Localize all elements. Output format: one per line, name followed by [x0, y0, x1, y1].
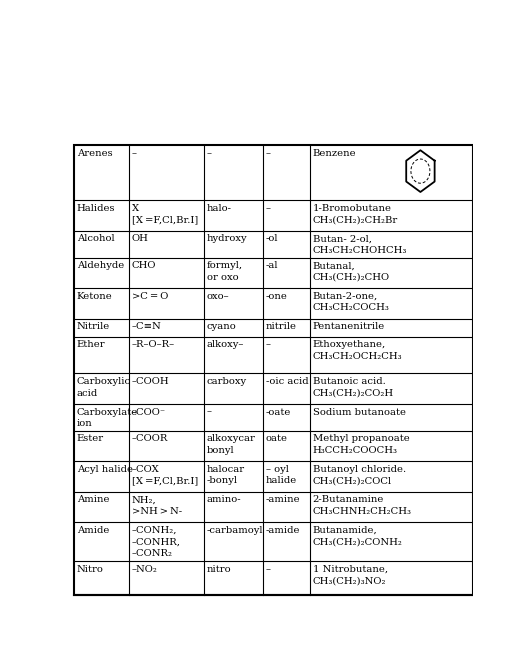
Text: –COOR: –COOR [132, 434, 168, 444]
Text: -oic acid: -oic acid [266, 377, 308, 386]
Text: Butan-2-one,
CH₃CH₂COCH₃: Butan-2-one, CH₃CH₂COCH₃ [312, 292, 390, 312]
Text: CHO: CHO [132, 261, 156, 270]
Text: carboxy: carboxy [207, 377, 247, 386]
Text: –NO₂: –NO₂ [132, 565, 158, 574]
Text: Pentanenitrile: Pentanenitrile [312, 322, 385, 331]
Text: 2-Butanamine
CH₃CHNH₂CH₂CH₃: 2-Butanamine CH₃CHNH₂CH₂CH₃ [312, 495, 412, 516]
Text: –: – [266, 204, 271, 213]
Text: -one: -one [266, 292, 288, 300]
Text: -al: -al [266, 261, 278, 270]
Text: alkoxycar
bonyl: alkoxycar bonyl [207, 434, 256, 455]
Text: –CONH₂,
–CONHR,
–CONR₂: –CONH₂, –CONHR, –CONR₂ [132, 526, 181, 558]
Text: halocar
-bonyl: halocar -bonyl [207, 465, 245, 485]
Text: Nitro: Nitro [77, 565, 103, 574]
Text: Ethoxyethane,
CH₃CH₂OCH₂CH₃: Ethoxyethane, CH₃CH₂OCH₂CH₃ [312, 341, 402, 361]
Text: alkoxy–: alkoxy– [207, 341, 244, 349]
Text: Aldehyde: Aldehyde [77, 261, 124, 270]
Text: -ol: -ol [266, 235, 278, 243]
Text: –: – [266, 341, 271, 349]
Text: -amine: -amine [266, 495, 300, 505]
Text: –: – [207, 408, 212, 417]
Text: –: – [266, 565, 271, 574]
Text: -carbamoyl: -carbamoyl [207, 526, 264, 535]
Text: Amide: Amide [77, 526, 109, 546]
Text: nitro: nitro [207, 565, 232, 574]
Text: OH: OH [132, 235, 149, 243]
Text: -amide: -amide [266, 526, 300, 535]
Text: Halides: Halides [77, 204, 115, 213]
Text: Ester: Ester [77, 434, 104, 444]
Text: –: – [266, 149, 271, 158]
Text: –COO⁻: –COO⁻ [132, 408, 166, 417]
Text: – oyl
halide: – oyl halide [266, 465, 297, 485]
Text: –R–O–R–: –R–O–R– [132, 341, 175, 349]
Text: Ether: Ether [77, 341, 105, 349]
Text: >C = O: >C = O [132, 292, 168, 300]
Text: 1-Bromobutane
CH₃(CH₂)₂CH₂Br: 1-Bromobutane CH₃(CH₂)₂CH₂Br [312, 204, 398, 224]
Text: –: – [207, 149, 212, 158]
Text: Methyl propanoate
H₃CCH₂COOCH₃: Methyl propanoate H₃CCH₂COOCH₃ [312, 434, 410, 455]
Text: X
[X =F,Cl,Br.I]: X [X =F,Cl,Br.I] [132, 204, 198, 224]
Text: –COOH: –COOH [132, 377, 169, 386]
Text: oxo–: oxo– [207, 292, 229, 300]
Text: cyano: cyano [207, 322, 237, 331]
Text: Butanal,
CH₃(CH₂)₂CHO: Butanal, CH₃(CH₂)₂CHO [312, 261, 390, 282]
Text: Butan- 2-ol,
CH₃CH₂CHOHCH₃: Butan- 2-ol, CH₃CH₂CHOHCH₃ [312, 235, 407, 255]
Text: Nitrile: Nitrile [77, 322, 110, 331]
Text: 1 Nitrobutane,
CH₃(CH₂)₃NO₂: 1 Nitrobutane, CH₃(CH₂)₃NO₂ [312, 565, 388, 585]
Text: Ketone: Ketone [77, 292, 112, 300]
Text: Carboxylate
ion: Carboxylate ion [77, 408, 138, 428]
Text: Acyl halide: Acyl halide [77, 465, 133, 474]
Text: Benzene: Benzene [312, 149, 356, 158]
Text: Alcohol: Alcohol [77, 235, 114, 243]
Text: Butanoic acid.
CH₃(CH₂)₂CO₂H: Butanoic acid. CH₃(CH₂)₂CO₂H [312, 377, 394, 398]
Text: Sodium butanoate: Sodium butanoate [312, 408, 406, 417]
Text: NH₂,
>NH > N-: NH₂, >NH > N- [132, 495, 182, 516]
Text: oate: oate [266, 434, 288, 444]
Text: –: – [132, 149, 136, 158]
Bar [74, 145, 472, 595]
Text: Carboxylic
acid: Carboxylic acid [77, 377, 131, 398]
Text: –COX
[X =F,Cl,Br.I]: –COX [X =F,Cl,Br.I] [132, 465, 198, 485]
Text: -oate: -oate [266, 408, 291, 417]
Text: halo-: halo- [207, 204, 232, 213]
Text: Butanoyl chloride.
CH₃(CH₂)₂COCl: Butanoyl chloride. CH₃(CH₂)₂COCl [312, 465, 406, 485]
Text: nitrile: nitrile [266, 322, 297, 331]
Text: –C≡N: –C≡N [132, 322, 161, 331]
Text: amino-: amino- [207, 495, 242, 505]
Text: hydroxy: hydroxy [207, 235, 247, 243]
Text: formyl,
or oxo: formyl, or oxo [207, 261, 243, 282]
Text: Arenes: Arenes [77, 149, 112, 158]
Text: Butanamide,
CH₃(CH₂)₂CONH₂: Butanamide, CH₃(CH₂)₂CONH₂ [312, 526, 403, 546]
Text: Amine: Amine [77, 495, 109, 505]
